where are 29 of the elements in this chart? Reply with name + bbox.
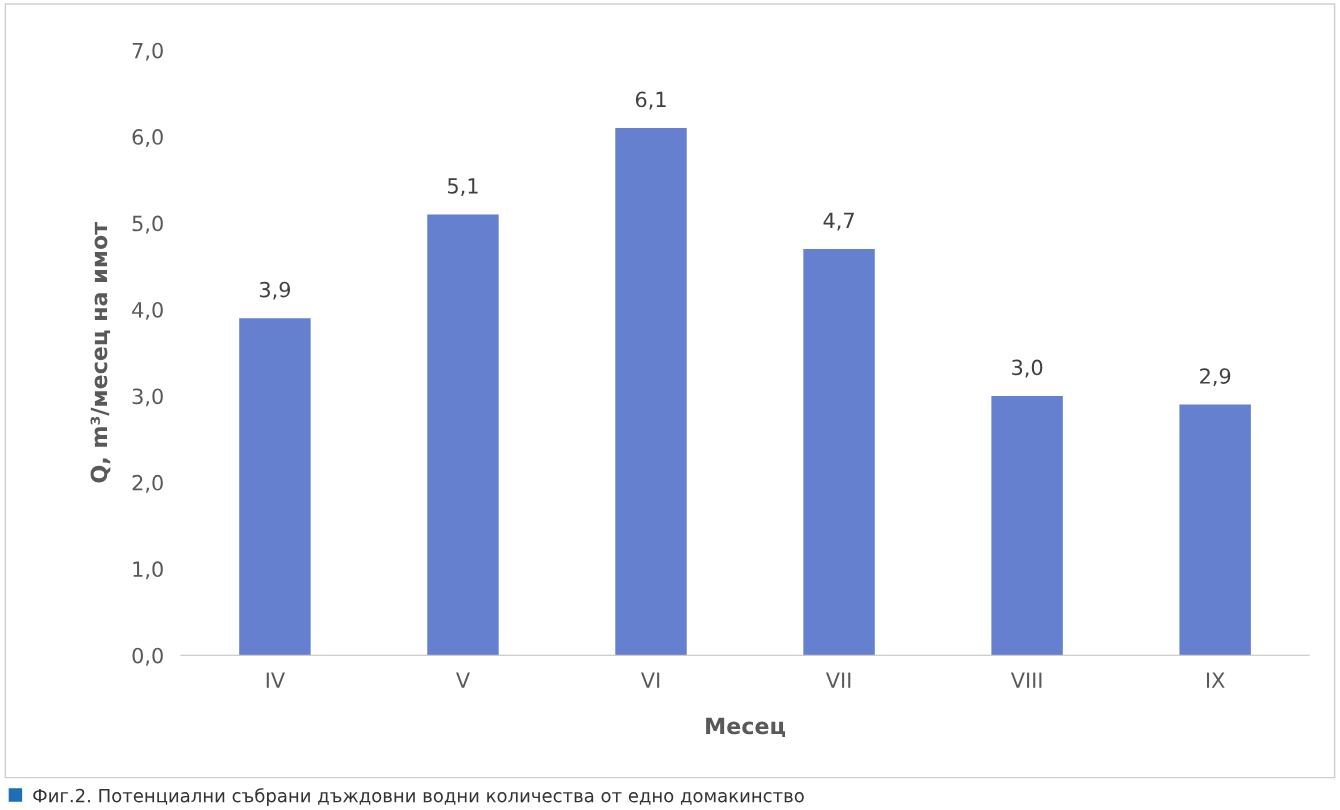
y-tick-label: 0,0	[132, 647, 163, 666]
y-tick-label: 6,0	[132, 129, 163, 147]
x-axis-title: Месец	[706, 717, 786, 738]
y-tick-label: 1,0	[133, 561, 163, 580]
y-tick-label: 5,0	[132, 215, 163, 234]
bar	[239, 318, 311, 656]
data-label: 4,7	[823, 212, 854, 231]
x-tick-label: VIII	[1010, 672, 1042, 688]
y-axis-title: Q, m³/месец на имот	[90, 221, 111, 483]
y-tick-label: 7,0	[132, 42, 163, 61]
x-tick-label: VI	[640, 672, 660, 688]
data-label: 6,1	[635, 91, 666, 110]
data-label: 5,1	[448, 178, 478, 196]
x-tick-label: IV	[266, 672, 285, 688]
y-tick-label: 2,0	[132, 474, 163, 493]
bar	[1179, 404, 1251, 656]
bar	[427, 214, 499, 656]
bar	[803, 249, 875, 656]
data-label: 3,9	[259, 281, 291, 300]
x-tick-label: VII	[825, 672, 851, 688]
x-tick-label: IX	[1206, 672, 1225, 688]
y-tick-label: 3,0	[132, 388, 163, 407]
bar	[615, 128, 687, 656]
text: Фиг.2. Потенциални събрани дъждовни водни количества от едно домакинство	[33, 788, 804, 806]
bar	[991, 395, 1063, 656]
data-label: 3,0	[1012, 359, 1043, 378]
x-tick-label: V	[456, 672, 470, 688]
data-label: 2,9	[1200, 368, 1231, 387]
y-tick-label: 4,0	[132, 301, 163, 320]
